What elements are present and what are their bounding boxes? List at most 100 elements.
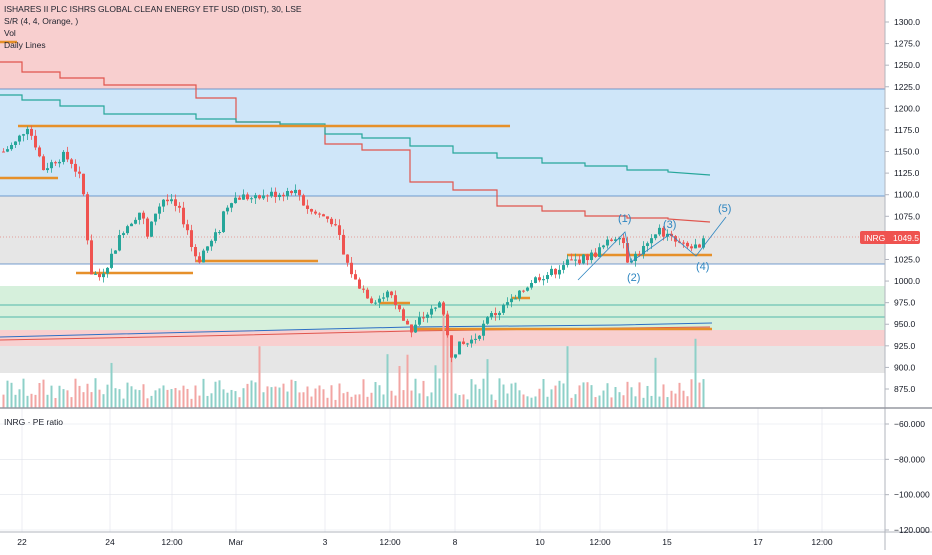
- candle-up: [226, 207, 229, 212]
- volume-bar: [2, 394, 5, 408]
- pe-ratio-label[interactable]: INRG · PE ratio: [4, 417, 64, 427]
- volume-bar: [450, 348, 453, 408]
- volume-bar: [670, 390, 673, 408]
- candle-down: [358, 279, 361, 289]
- volume-bar: [274, 386, 277, 408]
- volume-bar: [662, 384, 665, 408]
- candle-down: [586, 254, 589, 261]
- volume-bar: [646, 385, 649, 408]
- volume-bar: [374, 382, 377, 408]
- volume-bars: [2, 313, 705, 408]
- volume-bar: [346, 391, 349, 408]
- volume-bar: [310, 396, 313, 408]
- candle-up: [666, 233, 669, 237]
- volume-bar: [426, 396, 429, 408]
- candle-up: [514, 298, 517, 300]
- volume-bar: [262, 392, 265, 408]
- candle-up: [10, 145, 13, 150]
- candle-up: [658, 227, 661, 235]
- volume-bar: [678, 382, 681, 408]
- volume-bar: [610, 397, 613, 408]
- time-tick-label: 3: [323, 537, 328, 547]
- volume-bar: [82, 392, 85, 408]
- volume-bar: [226, 392, 229, 408]
- candle-up: [510, 298, 513, 303]
- volume-bar: [602, 390, 605, 408]
- volume-bar: [234, 391, 237, 408]
- volume-bar: [590, 385, 593, 408]
- volume-bar: [306, 386, 309, 408]
- time-tick-label: 24: [105, 537, 115, 547]
- candle-up: [482, 323, 485, 336]
- volume-bar: [442, 313, 445, 408]
- candle-up: [414, 324, 417, 333]
- volume-bar: [242, 388, 245, 408]
- candle-down: [246, 194, 249, 200]
- candle-up: [490, 313, 493, 318]
- candle-down: [198, 256, 201, 263]
- volume-bar: [570, 397, 573, 408]
- candle-up: [486, 317, 489, 324]
- price-tick-label: 1000.0: [894, 276, 920, 286]
- candle-down: [174, 199, 177, 206]
- candle-up: [218, 232, 221, 234]
- candle-down: [698, 244, 701, 248]
- volume-bar: [370, 392, 373, 408]
- volume-bar: [110, 362, 113, 408]
- time-tick-label: Mar: [229, 537, 244, 547]
- volume-bar: [318, 385, 321, 408]
- volume-bar: [702, 379, 705, 408]
- volume-bar: [642, 397, 645, 408]
- volume-bar: [506, 393, 509, 408]
- volume-bar: [202, 378, 205, 408]
- candle-down: [494, 313, 497, 316]
- volume-bar: [402, 390, 405, 408]
- volume-bar: [490, 394, 493, 408]
- indicator-vol[interactable]: Vol: [4, 28, 16, 38]
- volume-bar: [546, 396, 549, 408]
- candle-up: [118, 235, 121, 251]
- volume-bar: [350, 396, 353, 408]
- volume-bar: [42, 379, 45, 408]
- candle-up: [590, 252, 593, 261]
- candle-up: [138, 212, 141, 220]
- volume-bar: [526, 396, 529, 408]
- candle-up: [262, 195, 265, 199]
- candle-down: [626, 243, 629, 263]
- volume-bar: [158, 388, 161, 408]
- candle-up: [170, 199, 173, 202]
- volume-bar: [582, 382, 585, 408]
- price-axis[interactable]: [885, 0, 932, 550]
- candle-down: [306, 205, 309, 209]
- indicator-sr[interactable]: S/R (4, 4, Orange, ): [4, 16, 79, 26]
- daily-lines: [0, 61, 713, 341]
- volume-bar: [210, 393, 213, 408]
- volume-bar: [470, 379, 473, 408]
- candle-up: [502, 304, 505, 313]
- volume-bar: [14, 394, 17, 408]
- volume-bar: [130, 386, 133, 408]
- candle-up: [614, 239, 617, 241]
- candle-down: [326, 216, 329, 219]
- price-candles: [2, 125, 705, 363]
- volume-bar: [354, 394, 357, 408]
- volume-bar: [694, 338, 697, 408]
- candle-down: [354, 274, 357, 280]
- price-tick-label: 1075.0: [894, 211, 920, 221]
- volume-bar: [598, 395, 601, 408]
- volume-bar: [622, 395, 625, 408]
- volume-bar: [250, 380, 253, 408]
- volume-bar: [406, 354, 409, 408]
- volume-bar: [498, 378, 501, 408]
- volume-bar: [174, 388, 177, 408]
- candle-up: [378, 298, 381, 303]
- indicator-daily-lines[interactable]: Daily Lines: [4, 40, 46, 50]
- candle-up: [386, 291, 389, 298]
- volume-bar: [50, 385, 53, 408]
- candle-up: [434, 307, 437, 309]
- candle-up: [374, 302, 377, 304]
- volume-bar: [10, 382, 13, 408]
- volume-bar: [518, 390, 521, 408]
